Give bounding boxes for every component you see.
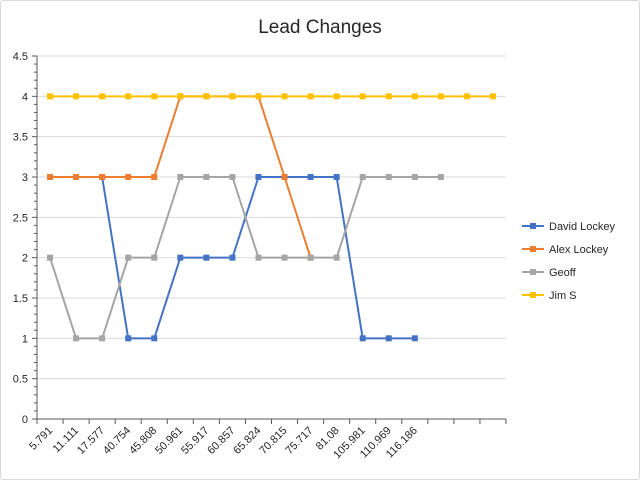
series-3-point-3 (125, 93, 132, 100)
series-0-point-10 (307, 174, 314, 180)
x-tick-label-3: 40.754 (101, 425, 133, 457)
series-3-point-16 (463, 93, 470, 100)
series-3-point-11 (333, 93, 340, 100)
series-1-point-9 (281, 174, 288, 180)
series-line-2 (49, 176, 441, 340)
series-1-point-1 (73, 174, 80, 180)
series-1-point-0 (47, 174, 54, 180)
legend-label-1: Alex Lockey (549, 244, 609, 256)
x-tick-label-7: 60.857 (205, 425, 237, 457)
series-2-point-15 (437, 174, 444, 180)
series-0-point-13 (385, 335, 392, 342)
series-1-point-4 (151, 174, 158, 180)
series-0-point-14 (411, 335, 418, 342)
y-tick-label-3: 1.5 (13, 293, 28, 305)
gridlines (37, 55, 506, 380)
series-2-point-0 (47, 254, 54, 261)
series-2-point-7 (229, 174, 236, 180)
x-tick-label-8: 65.824 (231, 425, 263, 457)
series-3-point-17 (489, 93, 496, 100)
legend-marker-0 (530, 223, 536, 229)
legend-label-0: David Lockey (549, 221, 616, 233)
series-3-point-10 (307, 93, 314, 100)
series-3-point-4 (151, 93, 158, 100)
x-tick-label-10: 75.717 (283, 425, 315, 457)
series-lines (47, 93, 496, 342)
series-3-point-6 (203, 93, 210, 100)
series-0-point-4 (151, 335, 158, 342)
y-tick-label-2: 1 (22, 333, 28, 345)
series-2-point-6 (203, 174, 210, 180)
y-tick-label-9: 4.5 (13, 51, 28, 63)
y-tick-label-7: 3.5 (13, 132, 28, 144)
chart-title: Lead Changes (258, 17, 382, 38)
series-3-point-12 (359, 93, 366, 100)
series-3-point-9 (281, 93, 288, 100)
legend-label-3: Jim S (549, 290, 577, 302)
legend-marker-2 (530, 269, 536, 275)
y-tick-label-0: 0 (22, 414, 28, 426)
legend: David Lockey Alex Lockey Geoff Jim S (522, 221, 616, 302)
x-tick-label-6: 55.917 (179, 425, 211, 457)
y-tick-label-4: 2 (22, 253, 28, 265)
y-tick-label-6: 3 (22, 172, 28, 184)
legend-marker-3 (530, 292, 536, 298)
series-3-point-14 (411, 93, 418, 100)
series-2-point-13 (385, 174, 392, 180)
series-0-point-3 (125, 335, 132, 342)
series-2-point-11 (333, 254, 340, 261)
series-3-point-8 (255, 93, 262, 100)
series-3-point-15 (437, 93, 444, 100)
series-2-point-4 (151, 254, 158, 261)
series-3-point-7 (229, 93, 236, 100)
y-tick-label-5: 2.5 (13, 212, 28, 224)
y-tick-label-1: 0.5 (13, 374, 28, 386)
x-tick-label-2: 17.577 (75, 425, 107, 457)
series-2-point-3 (125, 254, 132, 261)
series-3-point-13 (385, 93, 392, 100)
y-tick-label-8: 4 (22, 91, 28, 103)
series-0-point-8 (255, 174, 262, 180)
series-0-point-7 (229, 254, 236, 261)
series-2-point-12 (359, 174, 366, 180)
series-1-point-3 (125, 174, 132, 180)
series-3-point-1 (73, 93, 80, 100)
series-3-point-0 (47, 93, 54, 100)
series-2-point-2 (99, 335, 106, 342)
series-2-point-5 (177, 174, 184, 180)
series-3-point-2 (99, 93, 106, 100)
series-3-point-5 (177, 93, 184, 100)
legend-marker-1 (530, 246, 536, 252)
series-0-point-11 (333, 174, 340, 180)
series-2-point-9 (281, 254, 288, 261)
series-0-point-5 (177, 254, 184, 261)
series-1-point-2 (99, 174, 106, 180)
series-2-point-14 (411, 174, 418, 180)
series-2-point-8 (255, 254, 262, 261)
x-tick-label-9: 70.815 (257, 425, 289, 457)
x-tick-label-4: 45.808 (127, 425, 159, 457)
series-0-point-12 (359, 335, 366, 342)
series-2-point-10 (307, 254, 314, 261)
x-tick-label-5: 50.961 (153, 425, 185, 457)
series-0-point-6 (203, 254, 210, 261)
legend-label-2: Geoff (549, 267, 577, 279)
series-2-point-1 (73, 335, 80, 342)
